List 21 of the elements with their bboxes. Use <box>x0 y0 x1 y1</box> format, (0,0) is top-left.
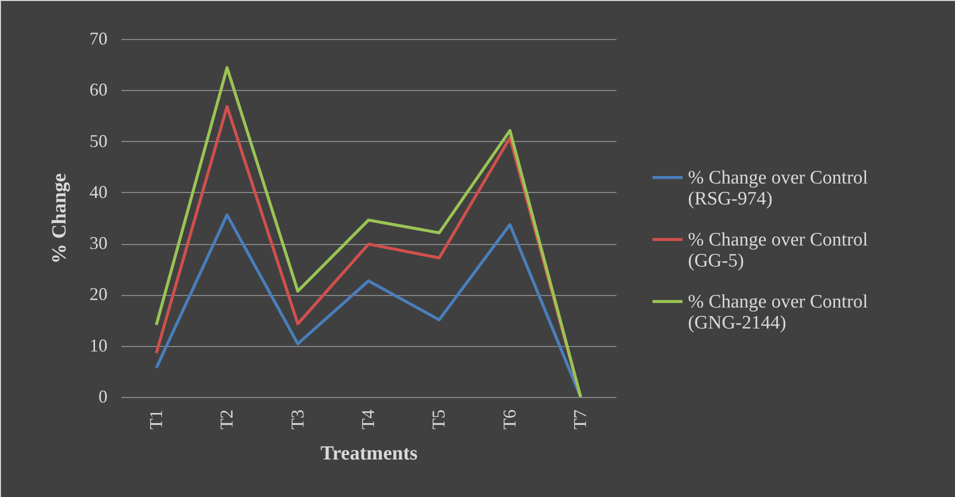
legend-label: % Change over Control (GG-5) <box>688 230 868 272</box>
y-tick-label: 10 <box>90 335 108 356</box>
x-tick-label: T3 <box>287 410 308 430</box>
x-axis-title: Treatments <box>320 442 418 464</box>
x-tick-label: T1 <box>146 410 166 430</box>
y-tick-label: 30 <box>90 233 108 254</box>
y-tick-label: 40 <box>90 182 108 202</box>
y-tick-label: 70 <box>90 28 108 48</box>
y-tick-label: 50 <box>90 130 108 151</box>
y-tick-label: 0 <box>98 386 108 406</box>
y-axis-title: % Change <box>48 173 70 264</box>
x-tick-label: T2 <box>216 410 237 430</box>
line-series <box>154 213 582 398</box>
x-tick-label: T5 <box>428 410 449 430</box>
x-tick-label: T4 <box>358 410 378 430</box>
y-tick-label: 20 <box>90 284 108 304</box>
y-tick-label: 60 <box>90 80 108 100</box>
x-tick-label: T6 <box>499 410 520 430</box>
legend-label: % Change over Control (GNG-2144) <box>688 292 868 334</box>
x-tick-label: T7 <box>570 410 590 430</box>
legend-label: % Change over Control (RSG-974) <box>688 168 868 210</box>
